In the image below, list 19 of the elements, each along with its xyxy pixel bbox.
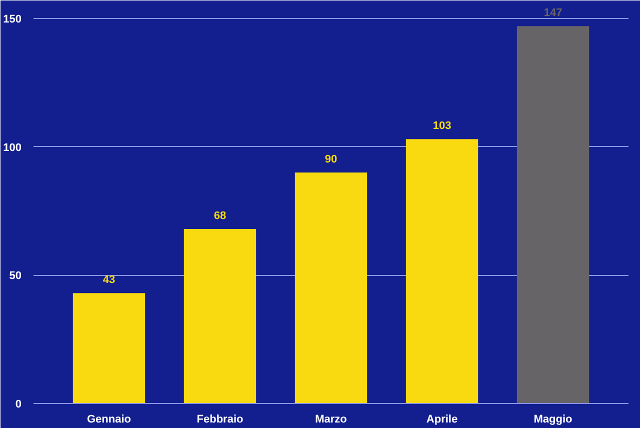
bar: [184, 228, 256, 404]
y-tick-label: 100: [3, 142, 22, 154]
data-label: 68: [214, 210, 226, 222]
y-tick-label: 50: [9, 270, 22, 282]
x-tick-label: Maggio: [534, 414, 573, 426]
bar: [294, 172, 368, 404]
data-label: 147: [544, 7, 562, 20]
y-tick-label: 0: [15, 398, 22, 410]
x-tick-label: Febbraio: [196, 414, 244, 426]
data-label: 90: [324, 153, 338, 166]
x-tick-label: Gennaio: [86, 414, 132, 426]
data-label: 103: [432, 120, 452, 132]
y-tick-label: 150: [3, 13, 22, 26]
bar: [516, 26, 590, 404]
bar: [72, 293, 146, 404]
x-tick-label: Marzo: [315, 414, 348, 426]
data-label: 43: [102, 274, 116, 286]
x-tick-label: Aprile: [426, 414, 458, 426]
bar: [406, 139, 478, 404]
